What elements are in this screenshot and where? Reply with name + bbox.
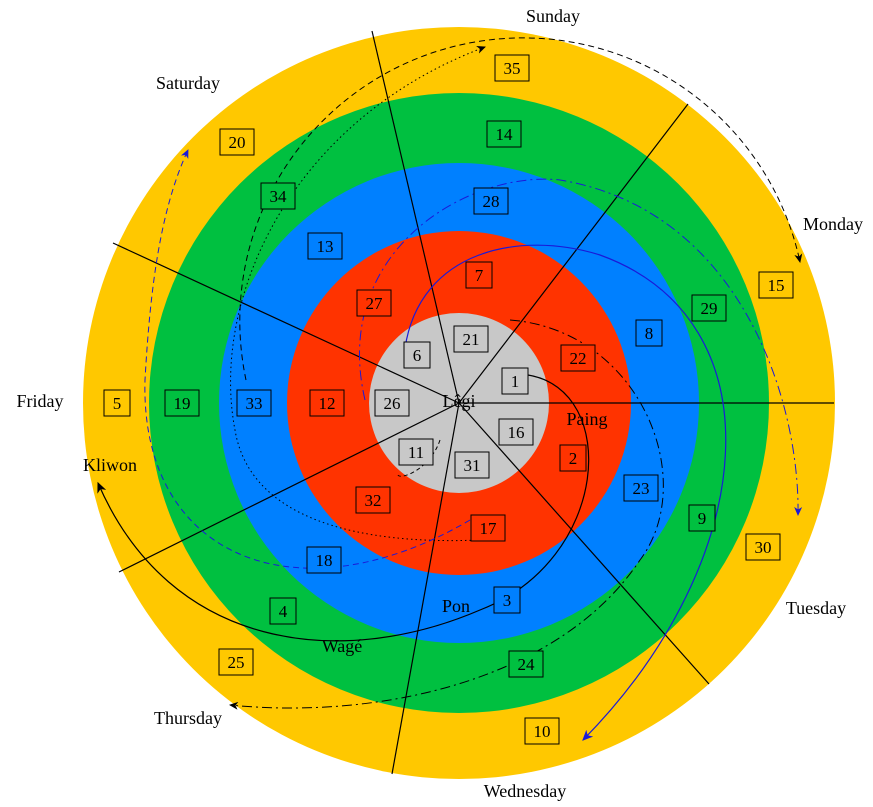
yellow-ring-boxes: 35 15 30 10 25 5 20 — [103, 54, 794, 745]
day-number: 31 — [464, 456, 481, 475]
day-number: 22 — [570, 349, 587, 368]
weekday-label-saturday: Saturday — [156, 73, 220, 93]
weekday-label-friday: Friday — [17, 391, 64, 411]
weekday-label-tuesday: Tuesday — [786, 598, 846, 618]
green-ring-boxes: 14 29 9 24 4 19 34 — [164, 120, 727, 678]
day-number: 13 — [317, 237, 334, 256]
day-number: 19 — [174, 394, 191, 413]
day-number: 7 — [475, 266, 484, 285]
day-number: 23 — [633, 479, 650, 498]
day-number: 26 — [384, 394, 401, 413]
day-number: 11 — [408, 443, 424, 462]
day-number: 1 — [511, 372, 520, 391]
center-label: Lêgi — [443, 391, 476, 411]
weekday-label-thursday: Thursday — [154, 708, 222, 728]
weekday-label-wednesday: Wednesday — [484, 781, 567, 801]
day-number: 4 — [279, 602, 288, 621]
day-number: 17 — [480, 519, 498, 538]
day-number: 25 — [228, 653, 245, 672]
day-number: 32 — [365, 491, 382, 510]
day-number: 2 — [569, 449, 578, 468]
pasaran-label-wage: Wagé — [322, 636, 363, 656]
day-number: 18 — [316, 551, 333, 570]
day-number: 33 — [246, 394, 263, 413]
day-number: 6 — [413, 346, 422, 365]
day-number: 21 — [463, 330, 480, 349]
pasaran-label-paing: Paing — [566, 409, 607, 429]
pasaran-label-kliwon: Kliwon — [83, 455, 137, 475]
blue-ring-boxes: 28 8 23 3 18 33 13 — [236, 187, 663, 614]
weekday-label-monday: Monday — [803, 214, 863, 234]
sector-lines — [112, 30, 834, 775]
day-number: 34 — [270, 187, 288, 206]
spiral-paths — [97, 37, 803, 741]
day-number: 16 — [508, 423, 525, 442]
day-number: 20 — [229, 133, 246, 152]
day-number: 8 — [645, 324, 654, 343]
day-number: 3 — [503, 591, 512, 610]
day-number: 24 — [518, 655, 536, 674]
day-number: 12 — [319, 394, 336, 413]
day-number: 5 — [113, 394, 122, 413]
day-number: 30 — [755, 538, 772, 557]
red-ring-boxes: 7 22 2 17 32 12 27 — [309, 261, 596, 542]
day-number: 9 — [698, 509, 707, 528]
day-number: 15 — [768, 276, 785, 295]
day-number: 14 — [496, 125, 514, 144]
day-number: 29 — [701, 299, 718, 318]
day-number: 28 — [483, 192, 500, 211]
pasaran-label-pon: Pon — [442, 596, 470, 616]
inner-ring-boxes: 21 1 16 31 11 26 6 — [374, 325, 534, 479]
weekday-label-sunday: Sunday — [526, 6, 580, 26]
day-number: 27 — [366, 294, 384, 313]
day-number: 35 — [504, 59, 521, 78]
day-number: 10 — [534, 722, 551, 741]
